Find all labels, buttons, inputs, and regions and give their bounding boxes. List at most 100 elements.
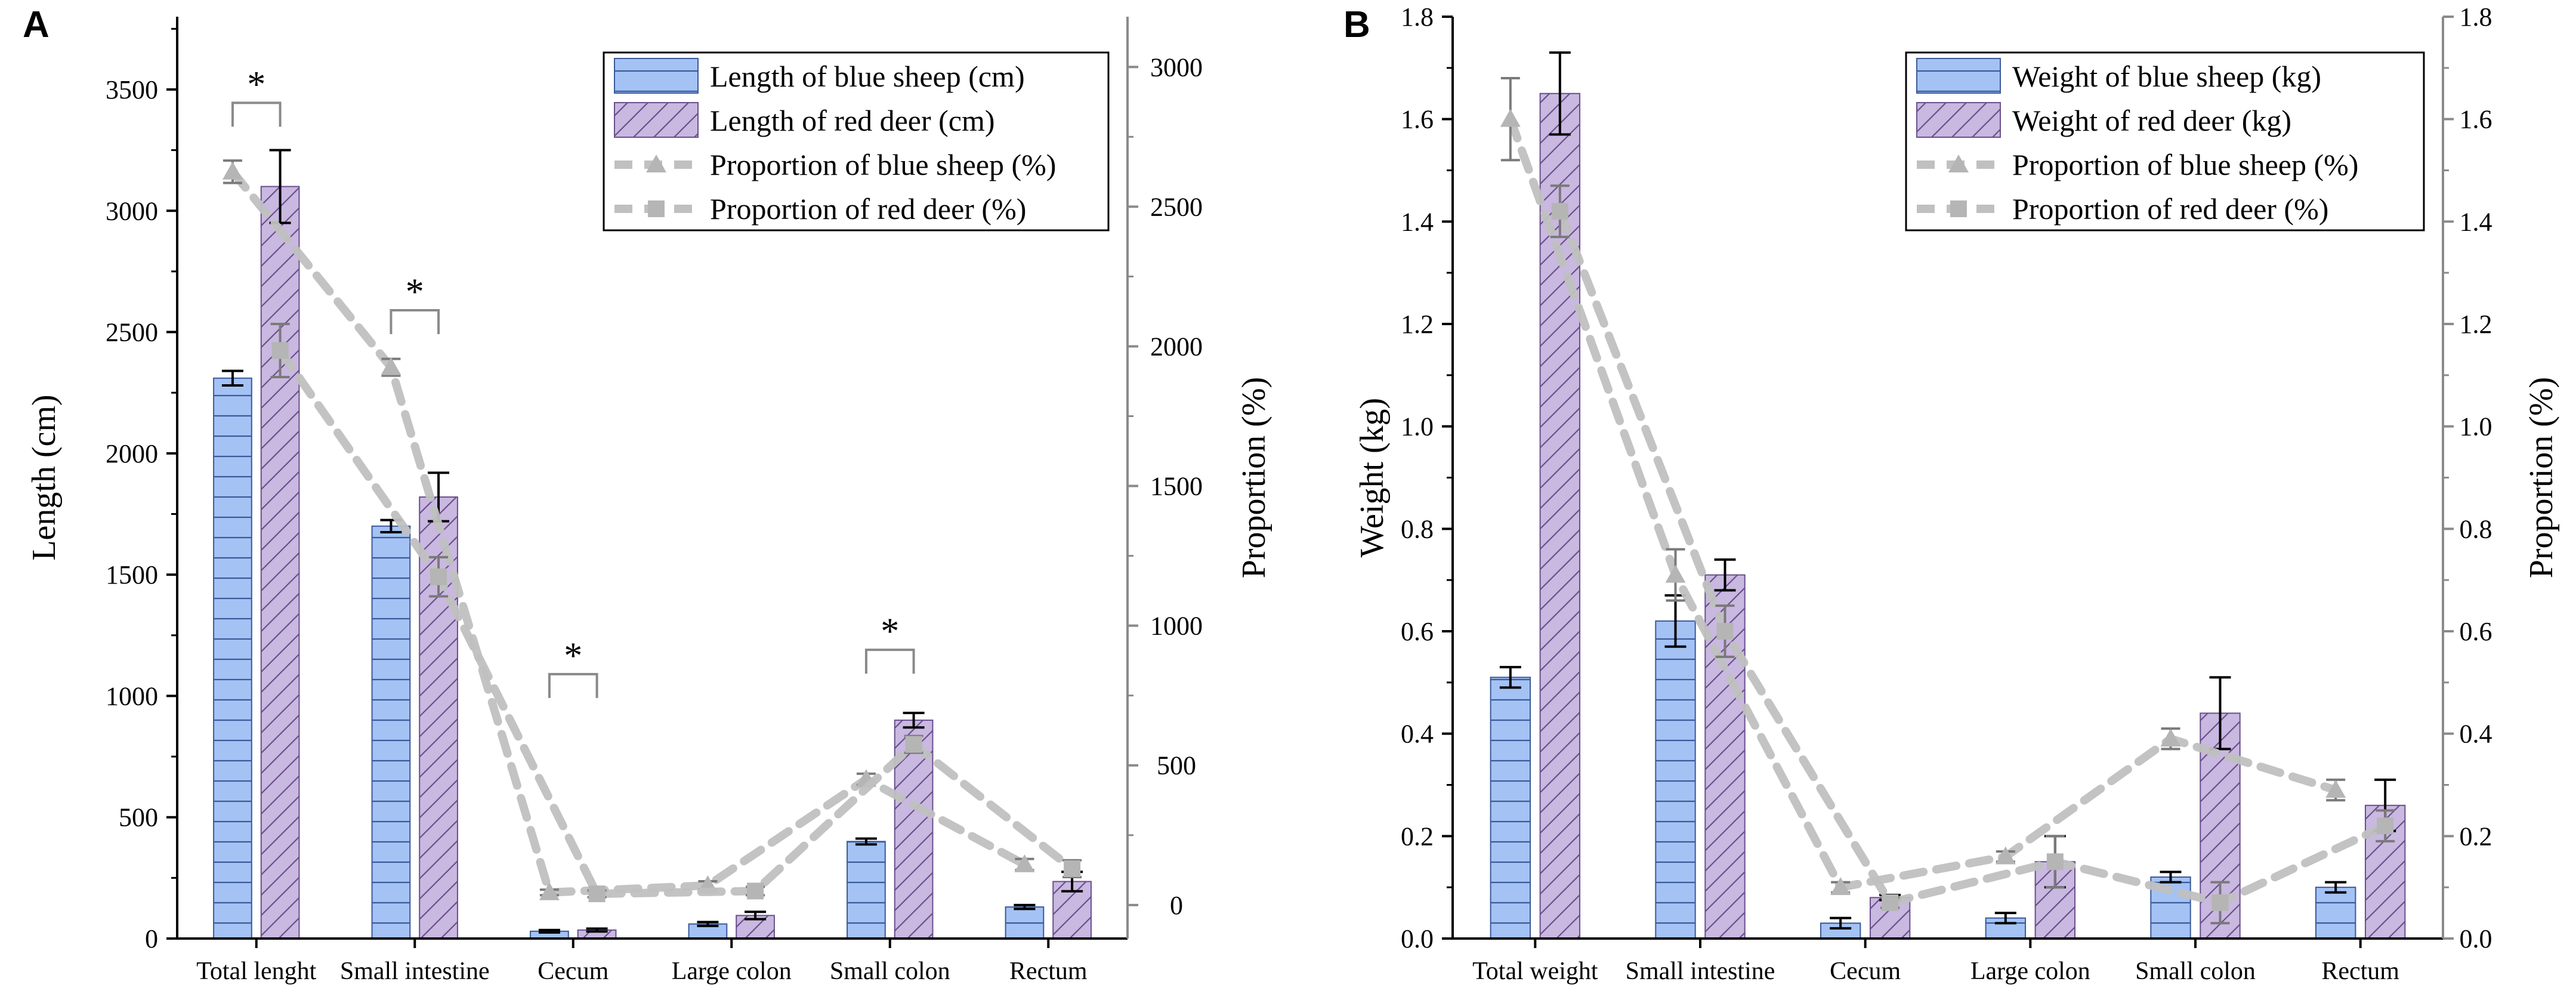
error-bar-red-deer-1 — [1549, 51, 1571, 136]
legend-label-3: Proportion of blue sheep (%) — [710, 148, 1056, 181]
bar-blue-sheep-1 — [213, 377, 252, 939]
bar-blue-sheep-6 — [2315, 887, 2356, 939]
marker-square-3 — [588, 885, 606, 903]
x-tick-label-1: Total weight — [1472, 958, 1598, 985]
legend-swatch-2 — [614, 102, 699, 138]
error-bar-blue-sheep-4 — [1994, 912, 2016, 925]
significance-star-2: * — [406, 271, 424, 312]
line-proportion-blue-sheep — [228, 167, 1029, 897]
y2-tick-label-6: 1.0 — [2460, 412, 2492, 442]
y2-tick-label-1: 0.0 — [2460, 924, 2492, 953]
legend-label-3: Proportion of blue sheep (%) — [2012, 148, 2358, 181]
legend-label-1: Length of blue sheep (cm) — [710, 60, 1025, 93]
legend-label-4: Proportion of red deer (%) — [2012, 192, 2328, 226]
y-tick-label-5: 2000 — [106, 439, 158, 468]
marker-triangle-3 — [539, 882, 560, 900]
marker-square-1 — [271, 342, 289, 359]
y2-tick-label-3: 0.4 — [2460, 720, 2492, 749]
y2-tick-label-2: 0.2 — [2460, 822, 2492, 851]
legend-swatch-1 — [1916, 58, 2001, 94]
y-tick-label-6: 2500 — [106, 318, 158, 347]
y-tick-label-9: 1.6 — [1401, 105, 1434, 134]
line-proportion-red-deer — [276, 346, 1077, 899]
chart-panel-b: B 0.0 0.2 0.4 0.6 0.8 1.0 1.2 1.4 1.6 1.8 0.0 0.2 0.4… — [1343, 2, 2560, 985]
error-bar-blue-sheep-5 — [2160, 871, 2182, 884]
y-tick-label-4: 1500 — [106, 560, 158, 589]
y-tick-label-1: 0 — [145, 924, 158, 953]
marker-triangle-1 — [1500, 109, 1521, 127]
error-bar-red-deer-3 — [586, 927, 608, 933]
marker-triangle-1 — [222, 161, 243, 180]
y2-tick-label-7: 1.2 — [2460, 310, 2492, 339]
error-bar-red-deer-5 — [903, 711, 925, 729]
legend-swatch-1 — [614, 58, 699, 94]
significance-star-3: * — [564, 635, 582, 676]
marker-square-2 — [430, 568, 447, 585]
y-tick-label-10: 1.8 — [1401, 2, 1434, 32]
panel-label: A — [23, 4, 50, 45]
y2-axis-title: Proportion (%) — [2523, 377, 2560, 579]
legend-marker-4 — [648, 200, 665, 217]
legend-label-1: Weight of blue sheep (kg) — [2012, 60, 2321, 93]
bar-blue-sheep-2 — [371, 525, 411, 939]
y-tick-label-3: 1000 — [106, 681, 158, 711]
x-tick-label-6: Rectum — [1009, 958, 1088, 985]
marker-triangle-4 — [1995, 846, 2016, 865]
x-tick-label-3: Cecum — [538, 958, 609, 985]
marker-square-1 — [1551, 203, 1568, 220]
legend: Length of blue sheep (cm) Length of red d… — [603, 51, 1110, 231]
y2-tick-label-10: 1.8 — [2460, 2, 2492, 32]
y2-tick-label-8: 1.4 — [2460, 207, 2492, 236]
x-tick-label-2: Small intestine — [340, 958, 490, 985]
x-tick-label-5: Small colon — [830, 958, 950, 985]
bar-red-deer-1 — [260, 186, 300, 940]
legend-label-2: Weight of red deer (kg) — [2012, 104, 2291, 137]
significance-bracket-4 — [864, 649, 915, 674]
legend-label-2: Length of red deer (cm) — [710, 104, 995, 137]
chart-panel-a: A * * * * 0 500 1000 1500 2000 2500 3000 3500 0 500 100… — [23, 4, 1272, 985]
y-tick-label-4: 0.6 — [1401, 617, 1434, 646]
marker-triangle-2 — [381, 357, 401, 375]
marker-triangle-5 — [2160, 729, 2181, 747]
y-tick-label-8: 1.4 — [1401, 207, 1434, 236]
legend-swatch-2 — [1916, 102, 2001, 138]
error-bar-blue-sheep-1 — [221, 369, 243, 387]
error-bar-blue-sheep-4 — [697, 921, 719, 927]
marker-square-5 — [905, 736, 922, 753]
bar-blue-sheep-1 — [1490, 677, 1531, 939]
y2-tick-label-4: 1500 — [1150, 472, 1203, 501]
legend-marker-4 — [1950, 200, 1967, 217]
y2-axis-title: Proportion (%) — [1236, 377, 1272, 579]
legend-label-4: Proportion of red deer (%) — [710, 192, 1026, 226]
significance-star-1: * — [247, 64, 265, 105]
y-axis-title: Weight (kg) — [1354, 398, 1391, 558]
y2-tick-label-7: 3000 — [1150, 53, 1203, 82]
x-tick-label-3: Cecum — [1830, 958, 1901, 985]
line-proportion-blue-sheep — [1506, 115, 2340, 892]
error-bar-blue-sheep-3 — [538, 928, 560, 934]
x-tick-label-2: Small intestine — [1626, 958, 1775, 985]
significance-bracket-3 — [548, 672, 598, 698]
marker-triangle-6 — [1014, 854, 1035, 872]
legend: Weight of blue sheep (kg) Weight of red d… — [1905, 51, 2425, 231]
y2-tick-label-5: 2000 — [1150, 332, 1203, 361]
x-tick-label-5: Small colon — [2135, 958, 2256, 985]
marker-square-6 — [2377, 817, 2394, 835]
y2-tick-label-2: 500 — [1157, 751, 1196, 780]
y-tick-label-3: 0.4 — [1401, 720, 1434, 749]
y2-tick-label-5: 0.8 — [2460, 514, 2492, 544]
error-bar-blue-sheep-1 — [1499, 666, 1521, 689]
y2-tick-label-9: 1.6 — [2460, 105, 2492, 134]
bar-blue-sheep-2 — [1655, 620, 1696, 940]
marker-square-4 — [2046, 853, 2064, 871]
marker-square-5 — [2211, 894, 2229, 911]
significance-bracket-2 — [390, 308, 440, 334]
error-bar-blue-sheep-6 — [1014, 903, 1036, 910]
marker-square-3 — [1882, 894, 1899, 911]
y2-tick-label-4: 0.6 — [2460, 617, 2492, 646]
marker-square-2 — [1716, 623, 1734, 640]
significance-star-4: * — [881, 612, 899, 652]
line-proportion-red-deer — [1555, 207, 2390, 908]
error-bar-blue-sheep-5 — [855, 837, 877, 846]
marker-triangle-6 — [2325, 780, 2346, 798]
